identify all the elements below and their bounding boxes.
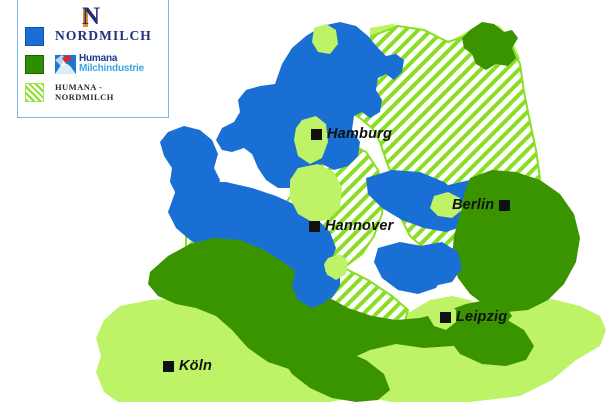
nordmilch-logo-n-icon: N xyxy=(82,3,101,30)
humana-wordmark-line2: Milchindustrie xyxy=(79,63,144,74)
city-label-koeln: Köln xyxy=(163,359,212,374)
city-label-berlin: Berlin xyxy=(452,197,511,213)
city-label-hannover: Hannover xyxy=(309,219,393,234)
legend-swatch-green-icon xyxy=(25,54,44,74)
humana-logo-mark-icon xyxy=(55,54,76,74)
legend-entry-humana[interactable]: Humana Milchindustrie xyxy=(24,51,162,77)
city-marker-icon xyxy=(440,311,451,323)
city-marker-icon xyxy=(309,220,320,232)
city-name: Berlin xyxy=(452,197,495,213)
city-name: Köln xyxy=(179,358,213,374)
region-humana-dark-green xyxy=(148,22,580,402)
city-name: Leipzig xyxy=(456,309,508,325)
legend-entry-nordmilch[interactable]: N NORDMILCH xyxy=(24,4,162,49)
legend-entries: N NORDMILCH xyxy=(24,4,162,105)
region-blue-inliers xyxy=(292,242,462,308)
city-marker-icon xyxy=(311,128,322,140)
nordmilch-logo-orange-bar-icon xyxy=(83,8,88,27)
city-marker-icon xyxy=(163,360,174,372)
city-name: Hannover xyxy=(325,218,394,234)
legend-label-humana: Humana Milchindustrie xyxy=(55,52,144,74)
legend-swatch-hatched-icon xyxy=(25,82,44,102)
city-label-hamburg: Hamburg xyxy=(311,127,392,142)
city-marker-icon xyxy=(499,199,511,211)
nordmilch-logo: N NORDMILCH xyxy=(55,4,152,45)
legend-entry-humana-nordmilch[interactable]: HUMANA - NORDMILCH xyxy=(24,79,162,105)
city-label-leipzig: Leipzig xyxy=(440,310,507,325)
legend-label-humana-nordmilch: HUMANA - NORDMILCH xyxy=(55,82,162,102)
humana-nordmilch-text: HUMANA - NORDMILCH xyxy=(55,82,114,102)
humana-wordmark: Humana Milchindustrie xyxy=(79,52,144,74)
nordmilch-wordmark: NORDMILCH xyxy=(55,28,152,43)
humana-wordmark-line1: Humana xyxy=(79,52,118,64)
legend-swatch-blue-icon xyxy=(25,26,44,46)
city-name: Hamburg xyxy=(327,126,393,142)
legend-label-nordmilch: N NORDMILCH xyxy=(55,4,152,45)
map-legend: MILCHEINZUGSGEBIET N NORDMILCH xyxy=(17,0,169,118)
humana-logo: Humana Milchindustrie xyxy=(55,52,144,74)
